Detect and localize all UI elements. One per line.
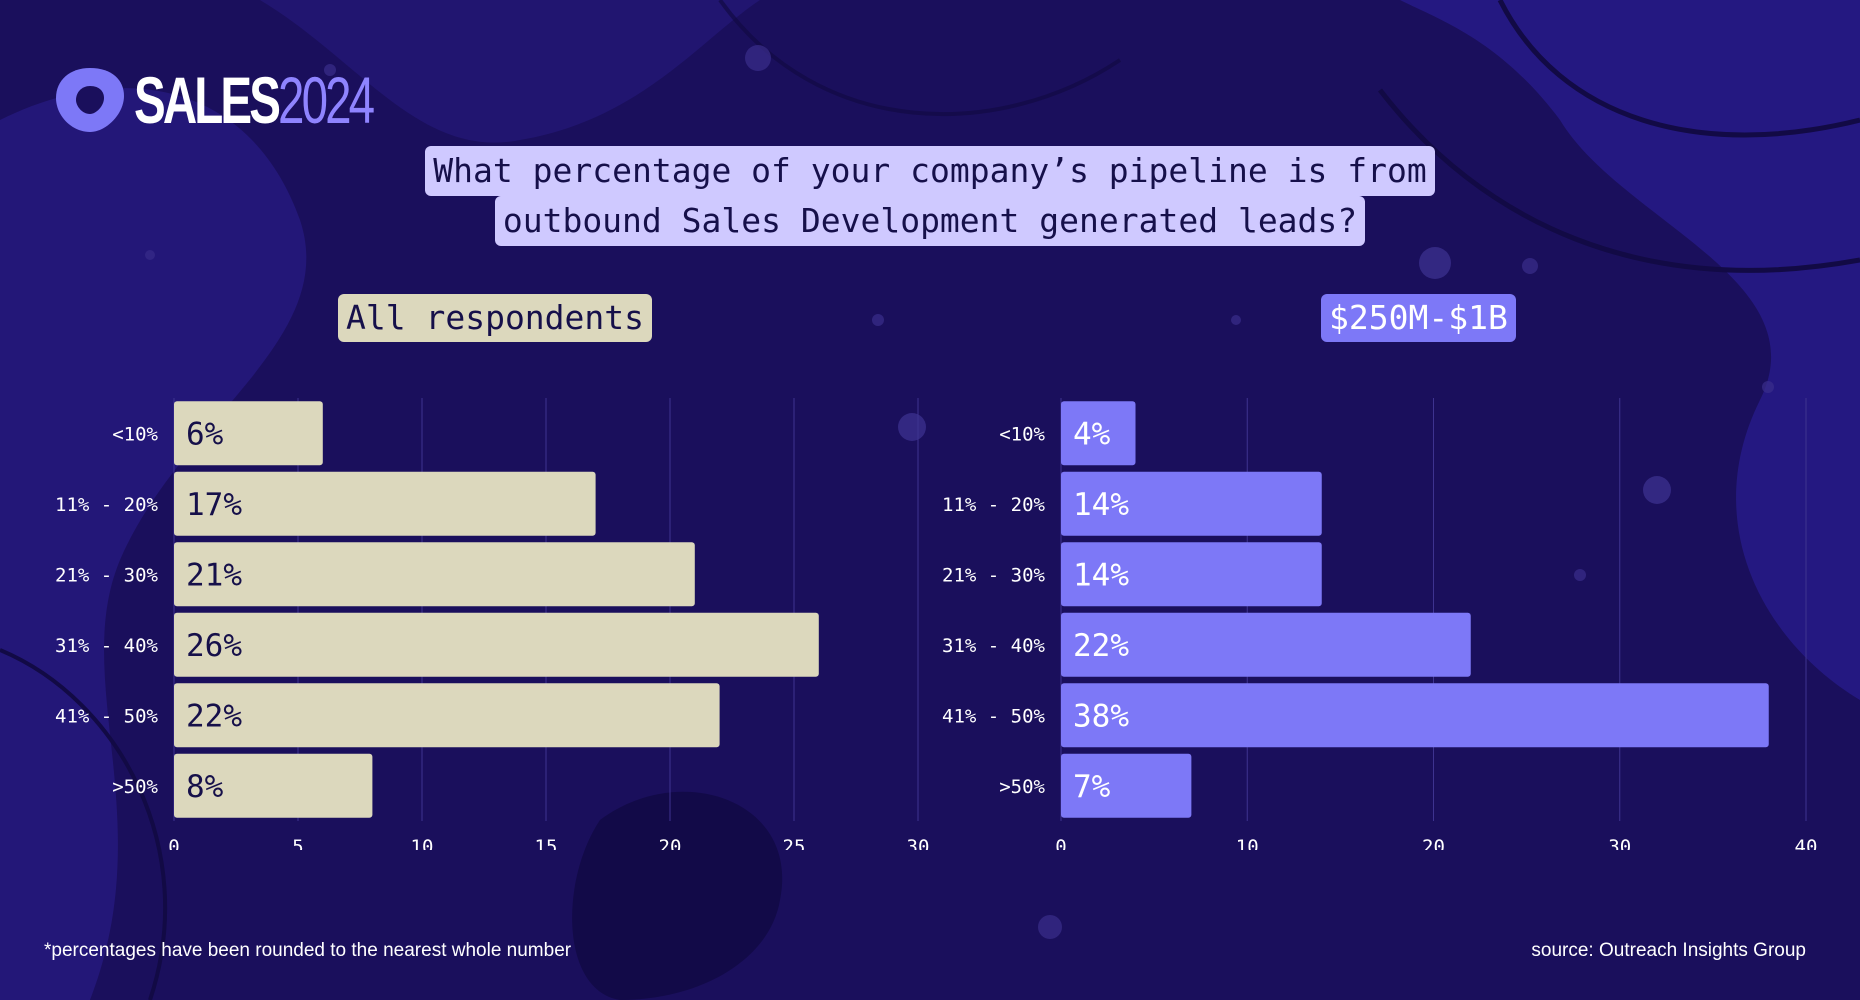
x-tick-label: 5 [292, 836, 303, 850]
category-label: 41% - 50% [942, 705, 1046, 727]
bar [1061, 542, 1322, 607]
category-label: 31% - 40% [55, 635, 159, 657]
category-label: 21% - 30% [55, 564, 159, 586]
right-chart-title: $250M-$1B [1321, 294, 1516, 342]
data-label: 22% [1073, 628, 1129, 664]
category-label: >50% [112, 776, 158, 798]
brand-year: 2024 [278, 63, 375, 137]
data-label: 14% [1073, 487, 1129, 523]
bar [174, 542, 695, 607]
bar [1061, 471, 1322, 536]
x-tick-label: 0 [1055, 836, 1066, 850]
category-label: 41% - 50% [55, 705, 159, 727]
x-tick-label: 10 [1236, 836, 1259, 850]
bar [174, 753, 373, 818]
brand-word: SALES [134, 63, 281, 137]
x-tick-label: 25 [783, 836, 806, 850]
location-pin-icon [56, 68, 124, 132]
left-bar-chart: 0 5 10 15 20 25 30 <10% 6% 11% - 20% 17% 21% - 30% 2… [55, 398, 930, 850]
x-tick-label: 0 [168, 836, 179, 850]
category-label: 31% - 40% [942, 635, 1046, 657]
chart-question: What percentage of your company’s pipeli… [0, 146, 1860, 246]
data-label: 8% [186, 769, 224, 805]
x-tick-label: 20 [659, 836, 682, 850]
x-tick-label: 40 [1795, 836, 1818, 850]
right-bar-chart: 0 10 20 30 40 <10% 4% 11% - 20% 14% 21% - 30% 14% 3… [942, 398, 1818, 850]
bar [174, 612, 819, 677]
left-chart-title: All respondents [338, 294, 653, 342]
bar [1061, 612, 1471, 677]
bar [174, 471, 596, 536]
x-tick-label: 15 [535, 836, 558, 850]
data-label: 21% [186, 557, 242, 593]
data-label: 17% [186, 487, 242, 523]
x-tick-label: 30 [907, 836, 930, 850]
data-label: 7% [1073, 769, 1111, 805]
footnote: *percentages have been rounded to the ne… [44, 940, 572, 961]
data-label: 38% [1073, 698, 1129, 734]
x-tick-label: 20 [1422, 836, 1445, 850]
category-label: <10% [999, 423, 1045, 445]
bar [1061, 753, 1192, 818]
data-label: 26% [186, 628, 242, 664]
bar [174, 401, 323, 466]
category-label: <10% [112, 423, 158, 445]
brand-wordmark: SALES2024 [134, 62, 375, 138]
data-label: 6% [186, 416, 224, 452]
data-label: 22% [186, 698, 242, 734]
category-label: 11% - 20% [55, 494, 159, 516]
brand-logo: SALES2024 [54, 60, 465, 140]
bar [174, 683, 720, 748]
category-label: 11% - 20% [942, 494, 1046, 516]
bar [1061, 683, 1769, 748]
bar [1061, 401, 1136, 466]
source-note: source: Outreach Insights Group [1531, 940, 1806, 961]
data-label: 14% [1073, 557, 1129, 593]
x-tick-label: 30 [1608, 836, 1631, 850]
category-label: >50% [999, 776, 1045, 798]
data-label: 4% [1073, 416, 1111, 452]
question-line-1: What percentage of your company’s pipeli… [425, 146, 1435, 196]
x-tick-label: 10 [411, 836, 434, 850]
category-label: 21% - 30% [942, 564, 1046, 586]
question-line-2: outbound Sales Development generated lea… [494, 196, 1366, 246]
